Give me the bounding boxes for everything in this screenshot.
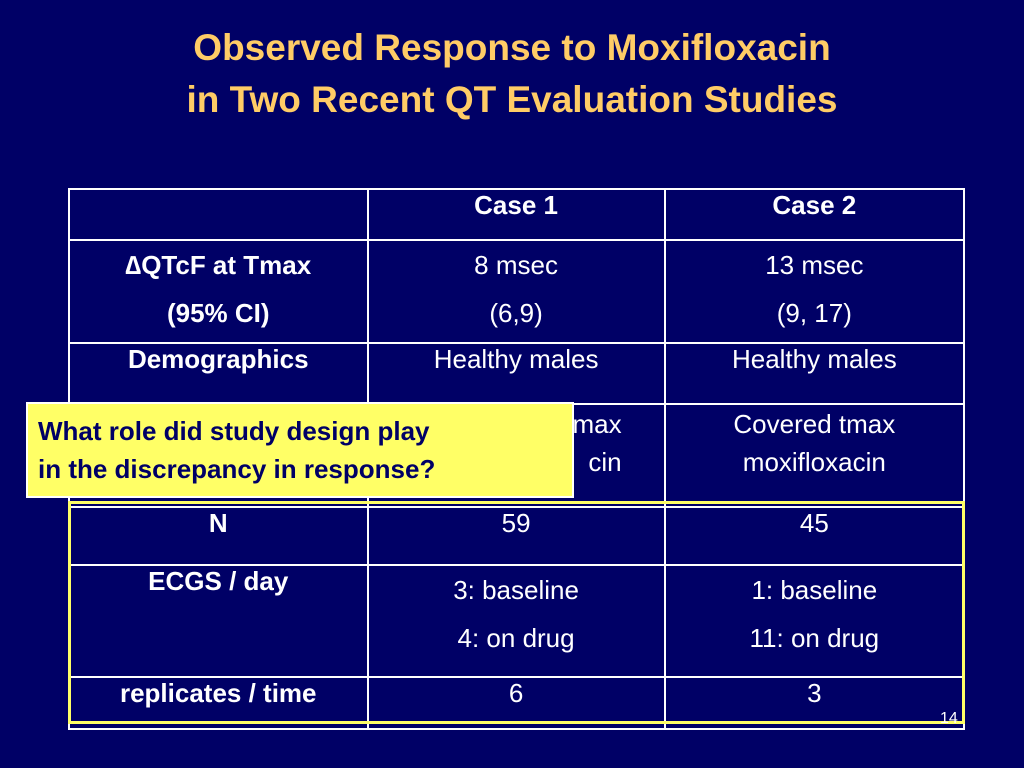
- header-cell-case-1: Case 1: [366, 188, 666, 241]
- slide-title-line-2: in Two Recent QT Evaluation Studies: [186, 79, 838, 120]
- ecgs-case-2-cell: 1: baseline 11: on drug: [663, 564, 966, 678]
- table-row-n: N 59 45: [68, 506, 966, 566]
- demographics-case-2: Healthy males: [663, 342, 966, 405]
- slide-title-line-1: Observed Response to Moxifloxacin: [193, 27, 831, 68]
- design-case-1-line-1: max: [572, 409, 622, 439]
- row-label-demographics: Demographics: [68, 342, 369, 405]
- qtcf-case-1-value: 8 msec: [474, 250, 558, 280]
- n-case-2: 45: [663, 506, 966, 566]
- table-row-demographics: Demographics Healthy males Healthy males: [68, 342, 966, 405]
- n-case-1: 59: [366, 506, 666, 566]
- design-case-1-line-2: cin: [588, 447, 622, 477]
- ecgs-case-2-on-drug: 11: on drug: [749, 623, 880, 653]
- callout-line-1: What role did study design play: [38, 416, 430, 446]
- replicates-case-1: 6: [366, 676, 666, 730]
- row-label-ecgs: ECGS / day: [68, 564, 369, 678]
- callout-line-2: in the discrepancy in response?: [38, 454, 436, 484]
- qtcf-label-line-1: ∆QTcF at Tmax: [125, 250, 312, 280]
- header-cell-empty: [68, 188, 369, 241]
- qtcf-case-2-value: 13 msec: [765, 250, 864, 280]
- header-cell-case-2: Case 2: [663, 188, 966, 241]
- replicates-case-2: 3: [663, 676, 966, 730]
- design-case-2-line-2: moxifloxacin: [742, 447, 886, 477]
- callout-box: What role did study design play in the d…: [26, 402, 574, 498]
- qtcf-case-2-cell: 13 msec (9, 17): [663, 239, 966, 344]
- row-label-qtcf: ∆QTcF at Tmax (95% CI): [68, 239, 369, 344]
- table-row-qtcf: ∆QTcF at Tmax (95% CI) 8 msec (6,9) 13 m…: [68, 239, 966, 344]
- slide-title: Observed Response to Moxifloxacin in Two…: [0, 22, 1024, 126]
- page-number: 14: [940, 710, 958, 727]
- table-row-replicates: replicates / time 6 3: [68, 676, 966, 730]
- qtcf-label-line-2: (95% CI): [166, 298, 270, 328]
- ecgs-case-1-on-drug: 4: on drug: [457, 623, 575, 653]
- qtcf-case-1-ci: (6,9): [489, 298, 543, 328]
- design-case-2-line-1: Covered tmax: [733, 409, 896, 439]
- ecgs-case-1-cell: 3: baseline 4: on drug: [366, 564, 666, 678]
- table-header-row: Case 1 Case 2: [68, 188, 966, 241]
- ecgs-case-1-baseline: 3: baseline: [453, 575, 579, 605]
- demographics-case-1: Healthy males: [366, 342, 666, 405]
- ecgs-case-2-baseline: 1: baseline: [751, 575, 878, 605]
- qtcf-case-1-cell: 8 msec (6,9): [366, 239, 666, 344]
- qtcf-case-2-ci: (9, 17): [776, 298, 852, 328]
- row-label-replicates: replicates / time: [68, 676, 369, 730]
- design-case-2-cell: Covered tmax moxifloxacin: [663, 403, 966, 508]
- table-row-ecgs: ECGS / day 3: baseline 4: on drug 1: bas…: [68, 564, 966, 678]
- row-label-n: N: [68, 506, 369, 566]
